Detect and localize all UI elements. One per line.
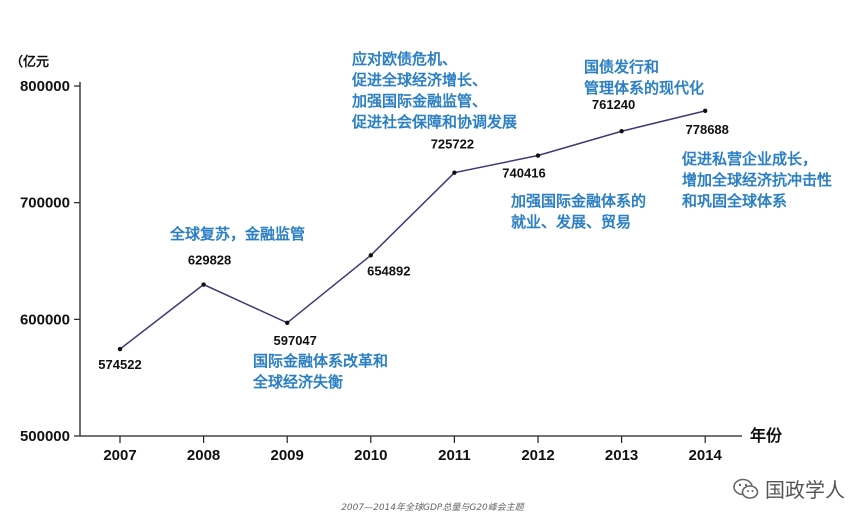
x-axis-label: 年份 — [750, 426, 783, 445]
annotation-line: 应对欧债危机、 — [352, 50, 457, 68]
annotation-line: 促进私营企业成长， — [681, 150, 817, 168]
data-point — [368, 253, 373, 258]
chart-ticks: 500000 600000 700000 800000 2007 2008 2009 2010… — [20, 78, 723, 464]
data-label: 740416 — [502, 166, 545, 181]
watermark-text: 国政学人 — [765, 478, 845, 502]
data-label: 629828 — [188, 253, 231, 268]
data-point — [117, 346, 123, 352]
x-tick-label: 2008 — [187, 447, 220, 464]
y-tick-label: 700000 — [20, 195, 70, 212]
x-tick-label: 2013 — [605, 447, 638, 464]
value-labels: 574522 629828 597047 654892 725722 740416 7612… — [98, 97, 729, 372]
watermark: 国政学人 — [733, 474, 845, 503]
annotation-line: 国际金融体系改革和 — [253, 352, 388, 370]
data-point — [535, 153, 541, 158]
data-point — [201, 282, 206, 287]
annotation-line: 加强国际金融体系的 — [510, 192, 646, 210]
data-label: 597047 — [274, 333, 317, 348]
data-point — [703, 108, 708, 114]
annotation-2013: 国债发行和管理体系的现代化 — [584, 58, 704, 97]
data-label: 654892 — [367, 263, 410, 278]
chart-caption: 2007—2014年全球GDP总量与G20峰会主题 — [341, 503, 524, 513]
y-tick-label: 500000 — [20, 428, 70, 445]
annotation-2008: 全球复苏，金融监管 — [169, 225, 305, 243]
annotation-line: 增加全球经济抗冲击性 — [682, 171, 832, 189]
annotation-line: 和巩固全球体系 — [682, 192, 787, 210]
annotation-line: 促进全球经济增长、 — [351, 71, 487, 89]
data-point — [619, 129, 624, 134]
data-label: 725722 — [431, 137, 474, 152]
data-point — [285, 320, 290, 325]
annotation-2009: 国际金融体系改革和全球经济失衡 — [252, 352, 388, 391]
data-point — [452, 170, 457, 175]
data-label: 574522 — [98, 357, 141, 372]
y-tick-label: 600000 — [20, 311, 70, 328]
annotation-line: 国债发行和 — [584, 58, 659, 76]
x-tick-label: 2010 — [354, 447, 387, 464]
annotation-line: 全球复苏，金融监管 — [169, 225, 305, 243]
data-label: 761240 — [592, 97, 635, 112]
annotation-line: 加强国际金融监管、 — [351, 92, 487, 110]
annotation-line: 管理体系的现代化 — [584, 79, 704, 97]
x-tick-label: 2007 — [103, 447, 136, 464]
annotation-2012: 加强国际金融体系的就业、发展、贸易 — [510, 192, 646, 231]
annotation-line: 就业、发展、贸易 — [511, 213, 631, 231]
x-tick-label: 2011 — [438, 447, 471, 464]
annotation-line: 全球经济失衡 — [252, 373, 343, 391]
x-tick-label: 2014 — [689, 447, 723, 464]
annotation-line: 促进社会保障和协调发展 — [351, 113, 517, 131]
y-tick-label: 800000 — [20, 78, 70, 95]
y-axis-label: （亿元 — [10, 54, 49, 70]
gdp-line — [119, 110, 706, 350]
gdp-series — [117, 108, 708, 352]
data-label: 778688 — [686, 122, 729, 137]
wechat-icon — [733, 478, 759, 499]
x-tick-label: 2012 — [521, 447, 554, 464]
x-tick-label: 2009 — [271, 447, 304, 464]
annotation-2011: 应对欧债危机、促进全球经济增长、加强国际金融监管、促进社会保障和协调发展 — [351, 50, 517, 131]
annotation-2014: 促进私营企业成长， 增加全球经济抗冲击性和巩固全球体系 — [681, 150, 832, 210]
